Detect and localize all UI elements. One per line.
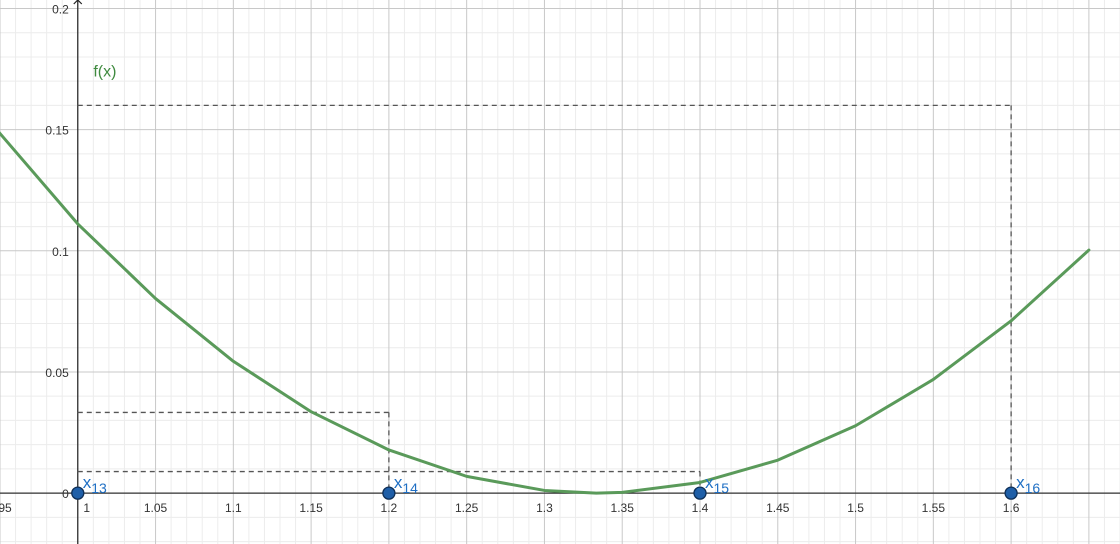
x-tick-label: 1.45 (766, 501, 790, 515)
y-tick-label: 0.15 (45, 124, 69, 138)
point-label: x15 (705, 473, 729, 496)
point-marker (1004, 486, 1018, 500)
x-tick-label: 1.6 (1003, 501, 1020, 515)
points: x13 x14 x15 x16 (71, 473, 1040, 500)
y-axis-arrow (73, 0, 83, 5)
y-tick-label: 0.1 (52, 245, 69, 259)
x-tick-label: 1.35 (611, 501, 635, 515)
function-label: f(x) (93, 63, 116, 80)
x-tick-label: 1.2 (381, 501, 398, 515)
point-label: x14 (394, 473, 418, 496)
point-marker (693, 486, 707, 500)
point-label: x16 (1016, 473, 1040, 496)
x-tick-label: 1.5 (847, 501, 864, 515)
x-tick-label: 1.1 (225, 501, 242, 515)
point-label: x13 (83, 473, 107, 496)
x-tick-label: 1 (83, 501, 90, 515)
x-tick-label: 1.15 (299, 501, 323, 515)
y-tick-label: 0 (62, 487, 69, 501)
point-marker (382, 486, 396, 500)
tick-labels: 0.95 1 1.05 1.1 1.15 1.2 1.25 1.3 1.35 1.4 1.45 1.5… (0, 2, 1020, 515)
x-tick-label: 1.05 (144, 501, 168, 515)
y-tick-label: 0.2 (52, 2, 69, 16)
x-tick-label: 0.95 (0, 501, 12, 515)
y-tick-label: 0.05 (45, 366, 69, 380)
function-curve-group: f(x) (0, 63, 1091, 495)
x-tick-label: 1.3 (536, 501, 553, 515)
function-curve (0, 131, 1091, 495)
x-tick-label: 1.4 (692, 501, 709, 515)
x-tick-label: 1.25 (455, 501, 479, 515)
x-tick-label: 1.55 (922, 501, 946, 515)
construction-lines (77, 104, 1012, 494)
point-marker (71, 486, 85, 500)
